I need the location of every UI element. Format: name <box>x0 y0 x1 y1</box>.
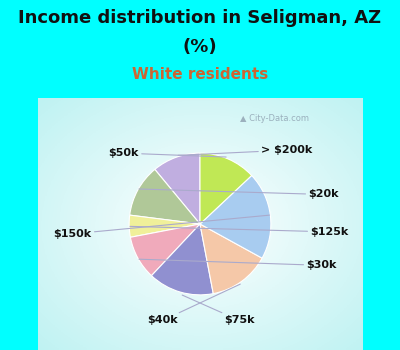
Text: $40k: $40k <box>147 284 240 326</box>
Wedge shape <box>152 224 213 295</box>
Wedge shape <box>200 224 262 294</box>
Wedge shape <box>200 153 252 224</box>
Text: (%): (%) <box>183 38 217 56</box>
Text: Income distribution in Seligman, AZ: Income distribution in Seligman, AZ <box>18 9 382 27</box>
Text: $50k: $50k <box>108 148 226 158</box>
Text: $20k: $20k <box>139 189 339 199</box>
Wedge shape <box>200 175 271 258</box>
Text: > $200k: > $200k <box>178 145 312 155</box>
Wedge shape <box>129 215 200 237</box>
Text: ▲ City-Data.com: ▲ City-Data.com <box>240 114 309 123</box>
Text: $75k: $75k <box>182 295 255 326</box>
Wedge shape <box>130 169 200 224</box>
Text: $125k: $125k <box>130 226 348 237</box>
Wedge shape <box>155 153 200 224</box>
Text: $150k: $150k <box>54 215 270 239</box>
Text: White residents: White residents <box>132 67 268 82</box>
Text: $30k: $30k <box>139 259 337 270</box>
Wedge shape <box>130 224 200 276</box>
